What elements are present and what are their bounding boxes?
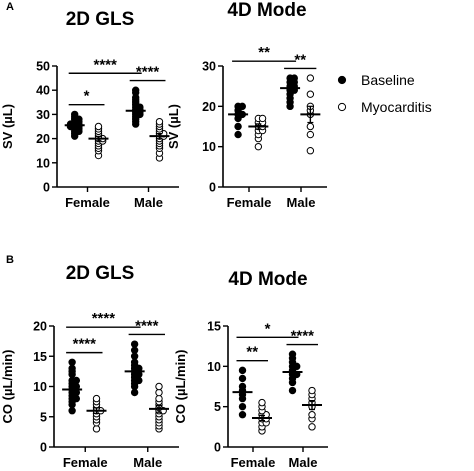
x-category-label-male: Male: [287, 195, 316, 210]
significance-label: *: [265, 320, 271, 337]
legend-marker-myocarditis: [337, 102, 347, 112]
data-point-myocarditis: [308, 386, 316, 395]
data-point-baseline: [68, 407, 76, 415]
legend-label-myocarditis: Myocarditis: [361, 99, 432, 115]
data-point-baseline: [130, 388, 139, 397]
data-point-baseline: [68, 358, 76, 366]
legend-label-baseline: Baseline: [361, 72, 415, 88]
data-point-baseline: [130, 352, 139, 360]
data-point-baseline: [68, 364, 76, 373]
significance-label: **: [246, 344, 258, 361]
data-point-myocarditis: [155, 388, 163, 397]
chart-title: 2D GLS: [66, 263, 135, 284]
y-tick-label: 0: [43, 181, 50, 195]
x-category-label-female: Female: [65, 195, 110, 210]
chart-title: 2D GLS: [66, 9, 135, 30]
data-point-myocarditis: [92, 425, 101, 433]
data-point-baseline: [238, 102, 246, 111]
significance-label: ****: [94, 56, 118, 73]
y-tick-label: 5: [214, 400, 221, 414]
x-category-label-female: Female: [231, 455, 276, 470]
data-point-myocarditis: [155, 394, 163, 403]
y-axis-label: SV (µL): [0, 104, 15, 149]
y-axis-label: SV (µL): [166, 104, 181, 149]
data-point-baseline: [290, 74, 298, 82]
data-point-myocarditis: [306, 122, 315, 131]
significance-label: **: [294, 51, 306, 68]
chart-4d-mode-sv: 4D Mode SV (µL) 0 10 20 30 Female Male ** **: [166, 0, 327, 210]
x-category-label-female: Female: [63, 455, 108, 470]
y-tick-label: 20: [33, 320, 47, 334]
data-point-myocarditis: [254, 142, 263, 151]
legend-marker-baseline: [337, 75, 347, 85]
data-point-baseline: [238, 366, 247, 375]
data-point-baseline: [288, 350, 297, 358]
data-point-baseline: [238, 374, 247, 383]
y-axis-label: CO (µL/min): [0, 350, 15, 424]
y-tick-label: 10: [202, 140, 216, 154]
data-point-myocarditis: [155, 382, 163, 391]
data-point-baseline: [130, 358, 139, 366]
data-point-myocarditis: [306, 147, 315, 155]
y-tick-label: 15: [33, 350, 47, 364]
chart-title: 4D Mode: [228, 269, 307, 290]
significance-label: ****: [291, 328, 315, 345]
y-axis-label: CO (µL/min): [173, 350, 188, 424]
legend: Baseline Myocarditis: [337, 72, 432, 115]
data-point-baseline: [72, 376, 81, 385]
data-point-myocarditis: [155, 117, 164, 126]
y-tick-label: 40: [36, 84, 50, 98]
y-tick-label: 10: [33, 380, 47, 394]
panel-label-b: B: [6, 254, 14, 266]
chart-2d-gls-co: 2D GLS CO (µL/min) 0 5 10 15 20 Female Male **** *…: [0, 263, 179, 470]
significance-label: **: [258, 44, 270, 61]
y-tick-label: 50: [36, 60, 50, 74]
y-tick-label: 0: [40, 441, 47, 455]
data-point-myocarditis: [308, 411, 316, 419]
y-tick-label: 20: [202, 100, 216, 114]
data-point-baseline: [70, 110, 79, 119]
data-point-baseline: [238, 411, 247, 419]
y-tick-label: 20: [36, 132, 50, 146]
data-point-baseline: [130, 340, 139, 348]
y-tick-label: 30: [202, 60, 216, 74]
y-tick-label: 0: [209, 181, 216, 195]
significance-label: ****: [73, 336, 97, 353]
data-point-baseline: [234, 122, 242, 131]
data-point-myocarditis: [306, 74, 315, 82]
data-point-baseline: [234, 130, 242, 139]
x-category-label-male: Male: [134, 195, 163, 210]
data-point-myocarditis: [94, 122, 103, 131]
data-point-baseline: [131, 86, 140, 94]
y-tick-label: 5: [40, 410, 47, 424]
significance-label: *: [84, 88, 90, 105]
data-point-myocarditis: [258, 114, 267, 123]
data-point-myocarditis: [306, 90, 315, 98]
significance-label: ****: [135, 317, 159, 334]
y-tick-label: 30: [36, 108, 50, 122]
data-point-myocarditis: [308, 423, 316, 431]
data-point-baseline: [238, 402, 247, 411]
y-tick-label: 15: [207, 320, 221, 334]
data-point-myocarditis: [306, 130, 315, 139]
data-point-baseline: [288, 386, 297, 395]
y-tick-label: 10: [36, 156, 50, 170]
data-point-myocarditis: [258, 398, 266, 407]
x-category-label-female: Female: [227, 195, 272, 210]
data-point-myocarditis: [92, 394, 101, 403]
y-tick-label: 0: [214, 441, 221, 455]
chart-title: 4D Mode: [227, 0, 306, 21]
significance-label: ****: [92, 310, 116, 327]
significance-label: ****: [136, 64, 160, 81]
y-tick-label: 10: [207, 360, 221, 374]
panel-label-a: A: [6, 1, 14, 13]
data-point-baseline: [130, 346, 139, 354]
x-category-label-male: Male: [133, 455, 162, 470]
x-category-label-male: Male: [289, 455, 318, 470]
